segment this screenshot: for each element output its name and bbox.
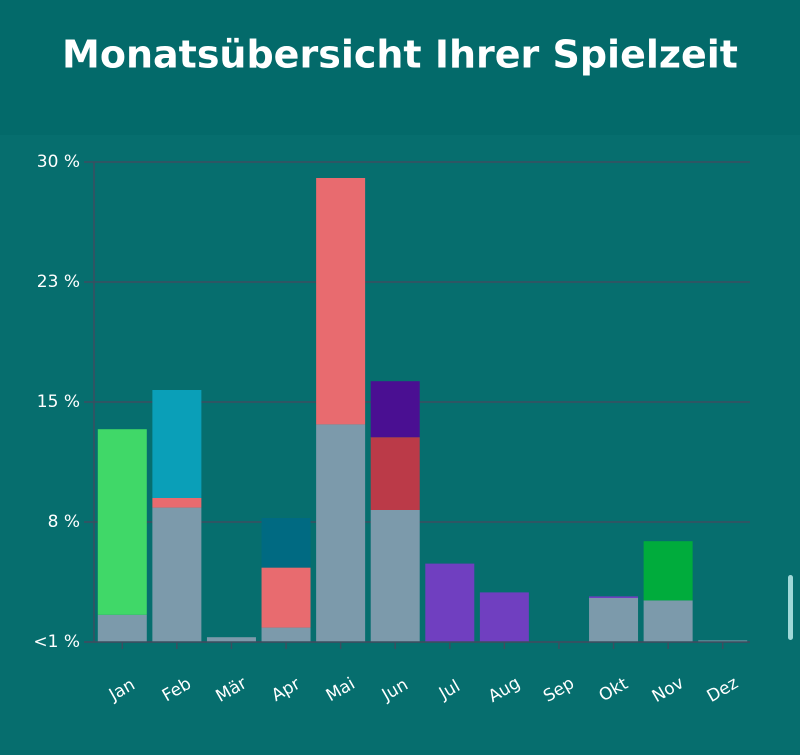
- chart-title: Monatsübersicht Ihrer Spielzeit: [62, 33, 738, 77]
- bar-segment: [698, 640, 748, 642]
- bar-segment: [370, 381, 420, 438]
- bar-segment: [261, 627, 311, 642]
- bar-segment: [425, 563, 475, 642]
- y-tick-label: 8 %: [48, 512, 80, 532]
- bar-segment: [152, 507, 202, 642]
- bar-segment: [316, 178, 366, 425]
- bar-segment: [589, 598, 639, 642]
- bar-segment: [152, 390, 202, 498]
- bar-segment: [261, 567, 311, 628]
- bar-segment: [97, 429, 147, 615]
- y-tick-label: 30 %: [37, 152, 80, 172]
- bar-segment: [97, 614, 147, 642]
- bar-segment: [479, 592, 529, 642]
- bar-segment: [316, 424, 366, 642]
- bar-segment: [589, 596, 639, 598]
- y-tick-label: 15 %: [37, 392, 80, 412]
- bar-segment: [152, 498, 202, 508]
- y-tick-label: <1 %: [33, 632, 80, 652]
- bar-segment: [370, 510, 420, 642]
- bar-segment: [370, 437, 420, 510]
- y-tick-label: 23 %: [37, 272, 80, 292]
- bar-segment: [206, 637, 256, 642]
- scrollbar[interactable]: [788, 575, 793, 640]
- bar-segment: [643, 541, 693, 601]
- bar-segment: [643, 600, 693, 642]
- bar-segment: [261, 518, 311, 568]
